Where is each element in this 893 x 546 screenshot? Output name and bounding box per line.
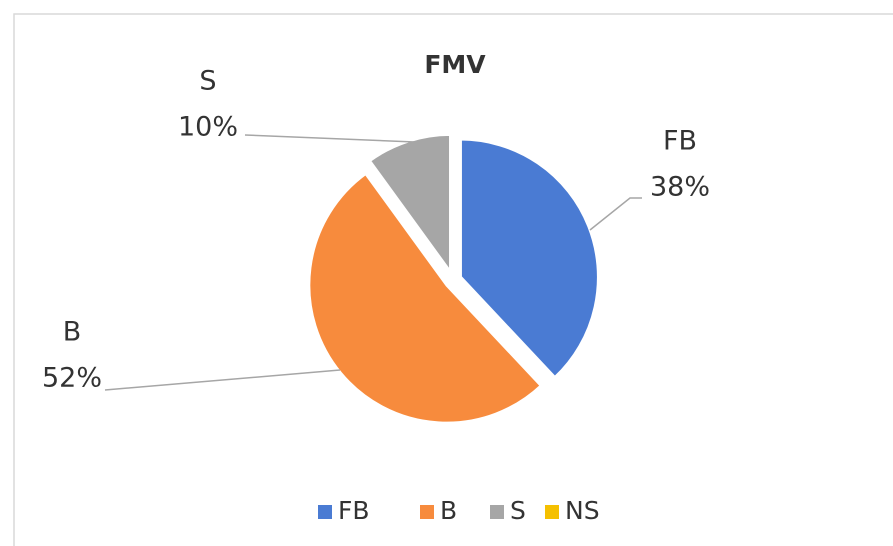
data-label-value: 52% bbox=[42, 363, 102, 394]
legend-swatch bbox=[420, 505, 434, 519]
legend-swatch bbox=[490, 505, 504, 519]
data-label-category: S bbox=[199, 66, 216, 97]
data-label-value: 38% bbox=[650, 172, 710, 203]
legend-label: FB bbox=[338, 496, 370, 525]
legend-label: NS bbox=[565, 496, 600, 525]
leader-line bbox=[589, 197, 642, 231]
data-label-category: FB bbox=[663, 126, 697, 157]
leader-line bbox=[244, 134, 416, 143]
pie-slice bbox=[307, 171, 544, 425]
legend-swatch bbox=[545, 505, 559, 519]
data-label-value: 10% bbox=[178, 112, 238, 143]
legend-label: B bbox=[440, 496, 457, 525]
pie-slice bbox=[458, 137, 600, 380]
data-label-category: B bbox=[63, 317, 82, 348]
chart-title: FMV bbox=[424, 50, 486, 79]
leader-line bbox=[104, 369, 341, 391]
chart-frame bbox=[13, 13, 893, 546]
legend-swatch bbox=[318, 505, 332, 519]
legend-label: S bbox=[510, 496, 526, 525]
